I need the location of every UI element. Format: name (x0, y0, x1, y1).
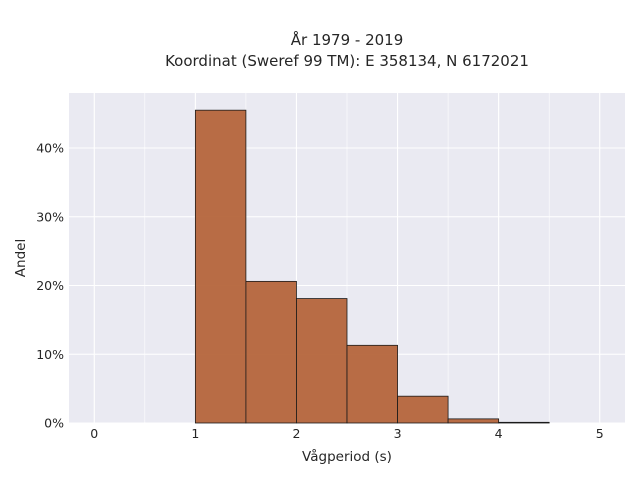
x-tick-label: 4 (495, 426, 503, 441)
x-axis-ticks: 0 1 2 3 4 5 (90, 426, 603, 441)
x-tick-label: 1 (191, 426, 199, 441)
y-tick-label: 30% (36, 209, 64, 224)
y-tick-label: 20% (36, 278, 64, 293)
y-tick-label: 0% (44, 416, 64, 431)
chart-subtitle: Koordinat (Sweref 99 TM): E 358134, N 61… (165, 52, 529, 70)
histogram-bar (346, 344, 398, 424)
x-tick-label: 3 (394, 426, 402, 441)
y-axis-ticks: 0% 10% 20% 30% 40% (36, 141, 64, 431)
x-tick-label: 2 (292, 426, 300, 441)
y-tick-label: 10% (36, 347, 64, 362)
y-axis-label: Andel (13, 239, 29, 277)
x-tick-label: 5 (596, 426, 604, 441)
bars (194, 109, 550, 424)
histogram-bar (498, 421, 550, 424)
x-axis-label: Vågperiod (s) (302, 448, 392, 465)
y-tick-label: 40% (36, 141, 64, 156)
histogram-bar (194, 109, 247, 424)
histogram-bar (447, 418, 500, 424)
histogram-bar (245, 280, 297, 424)
chart-title: År 1979 - 2019 (291, 30, 404, 49)
histogram-bar (397, 395, 449, 424)
histogram-bar (296, 298, 348, 424)
x-tick-label: 0 (90, 426, 98, 441)
